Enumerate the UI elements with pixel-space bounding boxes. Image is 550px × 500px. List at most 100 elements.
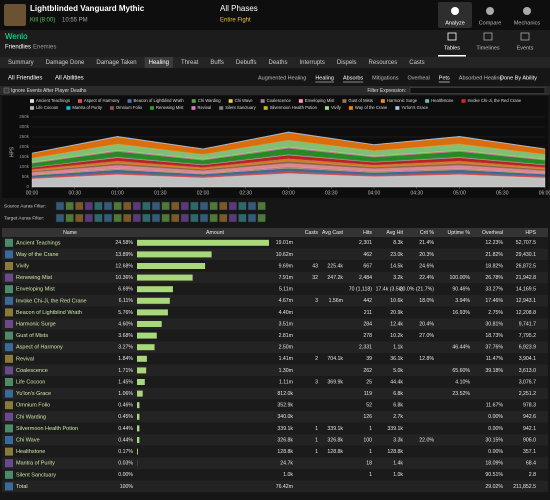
legend-label[interactable]: Omnium Folio: [116, 105, 143, 110]
view-tab[interactable]: Events: [517, 45, 534, 51]
aura-icon[interactable]: [161, 213, 170, 223]
fight-select[interactable]: Entire Fight: [220, 18, 251, 24]
legend-label[interactable]: Beacon of Lightblind Wrath: [134, 98, 185, 103]
aura-icon[interactable]: [113, 213, 122, 223]
aura-icon[interactable]: [190, 213, 199, 223]
aura-icon[interactable]: [151, 201, 161, 211]
filter-input[interactable]: [409, 87, 546, 94]
mode-select[interactable]: Done By Ability: [500, 75, 537, 81]
aura-icon[interactable]: [238, 201, 247, 211]
ability-name[interactable]: Gust of Mists: [16, 333, 48, 339]
legend-label[interactable]: Gust of Mists: [348, 98, 372, 103]
filter-option[interactable]: Absorbs: [343, 75, 363, 81]
legend-label[interactable]: Silvermoon Health Potion: [270, 105, 318, 110]
filter-option[interactable]: Mitigations: [372, 75, 399, 81]
ability-name[interactable]: Healthstone: [16, 449, 45, 455]
aura-icon[interactable]: [218, 213, 228, 223]
ability-name[interactable]: Renewing Mist: [16, 275, 53, 281]
column-header[interactable]: Casts: [305, 230, 319, 236]
encounter-title[interactable]: Lightblinded Vanguard Mythic: [30, 4, 145, 13]
aura-icon[interactable]: [190, 201, 199, 211]
report-tab[interactable]: Debuffs: [236, 60, 257, 66]
aura-icon[interactable]: [199, 201, 209, 211]
aura-icon[interactable]: [65, 213, 74, 223]
ability-name[interactable]: Silent Sanctuary: [16, 472, 56, 478]
aura-icon[interactable]: [122, 213, 132, 223]
aura-icon[interactable]: [247, 201, 257, 211]
aura-icon[interactable]: [170, 213, 180, 223]
aura-icon[interactable]: [218, 201, 228, 211]
ability-name[interactable]: Aspect of Harmony: [16, 345, 63, 351]
aura-icon[interactable]: [113, 201, 122, 211]
report-tab[interactable]: Summary: [8, 60, 34, 66]
filter-option[interactable]: Overheal: [407, 75, 429, 81]
aura-icon[interactable]: [84, 213, 94, 223]
ability-name[interactable]: Invoke Chi-Ji, the Red Crane: [16, 298, 87, 304]
filter-select[interactable]: All Friendlies: [8, 76, 42, 82]
ability-name[interactable]: Vivify: [16, 263, 29, 269]
legend-label[interactable]: Mantra of Purity: [72, 105, 102, 110]
aura-icon[interactable]: [142, 201, 151, 211]
report-tab[interactable]: Resources: [369, 60, 398, 66]
ability-name[interactable]: Total: [16, 484, 28, 490]
filter-option[interactable]: Augmented Healing: [258, 75, 306, 81]
legend-label[interactable]: Healthstone: [431, 98, 454, 103]
legend-label[interactable]: Revival: [197, 105, 211, 110]
ability-name[interactable]: Enveloping Mist: [16, 287, 55, 293]
column-header[interactable]: Crit %: [420, 230, 435, 236]
ability-name[interactable]: Yu'lon's Grace: [16, 391, 51, 397]
filter-option[interactable]: Absorbed Healing: [459, 75, 503, 81]
ability-name[interactable]: Omnium Folio: [16, 403, 50, 409]
report-tab[interactable]: Threat: [181, 60, 199, 66]
view-tab[interactable]: Timelines: [476, 45, 500, 51]
legend-label[interactable]: Aspect of Harmony: [84, 98, 121, 103]
ability-name[interactable]: Beacon of Lightblind Wrath: [16, 310, 82, 316]
legend-label[interactable]: Chi Wave: [235, 98, 254, 103]
legend-label[interactable]: Life Cocoon: [36, 105, 59, 110]
report-tab[interactable]: Healing: [149, 60, 169, 66]
phase-select[interactable]: All Phases: [220, 4, 258, 13]
aura-icon[interactable]: [170, 201, 180, 211]
aura-icon[interactable]: [247, 213, 257, 223]
legend-label[interactable]: Ancient Teachings: [36, 98, 70, 103]
ability-name[interactable]: Harmonic Surge: [16, 321, 56, 327]
legend-label[interactable]: Silent Sanctuary: [225, 105, 256, 110]
aura-icon[interactable]: [55, 213, 65, 223]
aura-icon[interactable]: [132, 201, 142, 211]
aura-icon[interactable]: [199, 213, 209, 223]
legend-label[interactable]: Vivify: [331, 105, 342, 110]
column-header[interactable]: HPS: [525, 230, 536, 236]
nav-item[interactable]: Mechanics: [514, 20, 541, 26]
ability-name[interactable]: Coalescence: [16, 368, 48, 374]
aura-icon[interactable]: [257, 201, 266, 211]
ability-name[interactable]: Chi Wave: [16, 437, 40, 443]
legend-label[interactable]: Coalescence: [267, 98, 292, 103]
legend-label[interactable]: Way of the Crane: [355, 105, 388, 110]
aura-icon[interactable]: [55, 201, 65, 211]
legend-label[interactable]: Harmonic Surge: [387, 98, 418, 103]
ability-name[interactable]: Way of the Crane: [16, 252, 59, 258]
aura-icon[interactable]: [132, 213, 142, 223]
report-tab[interactable]: Damage Taken: [96, 60, 136, 66]
ability-name[interactable]: Revival: [16, 356, 34, 362]
aura-icon[interactable]: [103, 201, 113, 211]
legend-label[interactable]: Enveloping Mist: [305, 98, 335, 103]
report-tab[interactable]: Deaths: [268, 60, 287, 66]
ability-name[interactable]: Chi Warding: [16, 414, 46, 420]
aura-icon[interactable]: [209, 201, 218, 211]
aura-icon[interactable]: [122, 201, 132, 211]
aura-icon[interactable]: [228, 201, 238, 211]
aura-icon[interactable]: [65, 201, 74, 211]
aura-icon[interactable]: [257, 213, 266, 223]
column-header[interactable]: Overheal: [482, 230, 503, 236]
legend-label[interactable]: Renewing Mist: [156, 105, 184, 110]
report-tab[interactable]: Interrupts: [300, 60, 325, 66]
legend-label[interactable]: Chi Warding: [198, 98, 222, 103]
aura-icon[interactable]: [94, 201, 103, 211]
report-tab[interactable]: Casts: [409, 60, 424, 66]
aura-icon[interactable]: [180, 213, 190, 223]
aura-icon[interactable]: [180, 201, 190, 211]
ability-name[interactable]: Silvermoon Health Potion: [16, 426, 78, 432]
ability-name[interactable]: Life Cocoon: [16, 379, 45, 385]
aura-icon[interactable]: [238, 213, 247, 223]
